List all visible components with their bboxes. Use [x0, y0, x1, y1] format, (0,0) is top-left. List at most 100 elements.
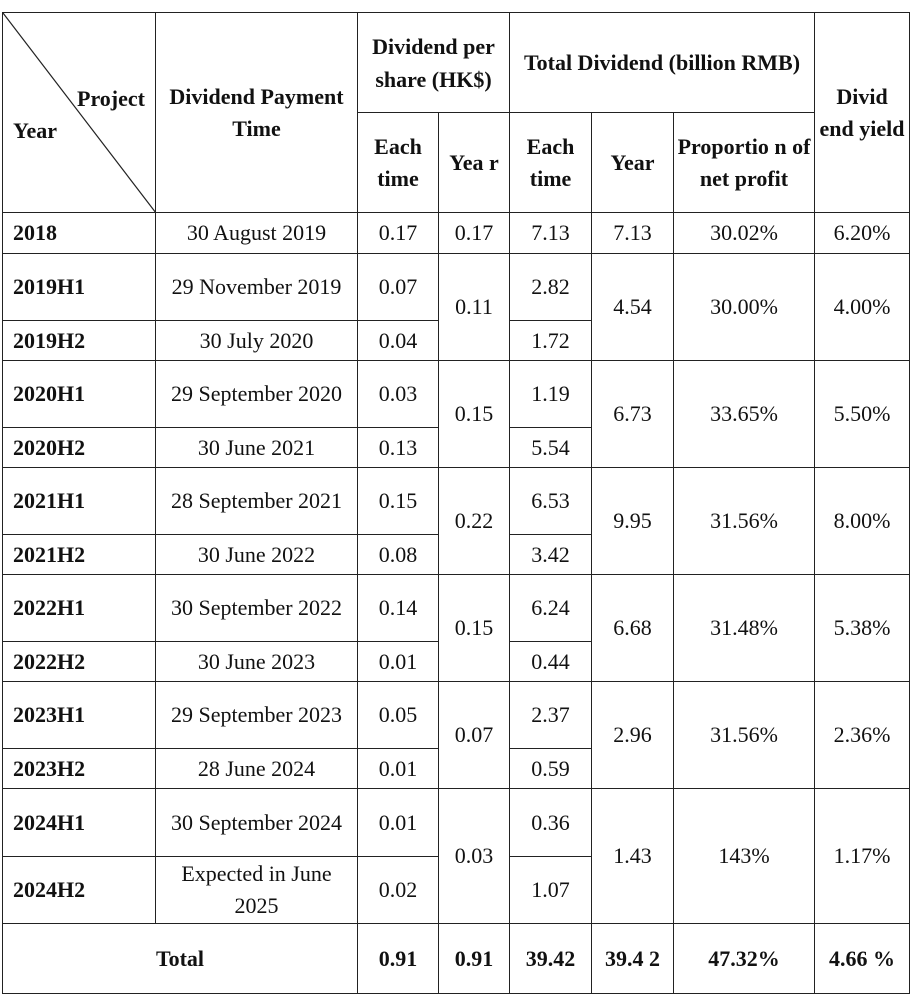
dividend-table-container: Project Year Dividend Payment Time Divid…: [2, 12, 911, 994]
table-row: 2024H1 30 September 2024 0.01 0.03 0.36 …: [2, 788, 911, 924]
dps-year-header: Yea r: [437, 112, 511, 213]
table-row: 2024H2 Expected in June 2025 0.02 1.07: [2, 856, 910, 924]
dps-year-cell: 0.15: [437, 574, 511, 682]
header-row-1: Project Year Dividend Payment Time Divid…: [2, 12, 911, 213]
table-row: 2019H2 30 July 2020 0.04 1.72: [2, 320, 910, 361]
total-dividend-header: Total Dividend (billion RMB): [509, 12, 816, 113]
dps-each-cell: 0.01: [357, 641, 439, 682]
dps-year-cell: 0.11: [437, 253, 511, 361]
total-each-cell: 2.82: [509, 253, 593, 321]
table-row: 2022H2 30 June 2023 0.01 0.44: [2, 641, 910, 682]
proportion-cell: 143%: [673, 788, 816, 924]
dps-each-cell: 0.14: [357, 574, 439, 642]
table-row: 2019H1 29 November 2019 0.07 0.11 2.82 4…: [2, 253, 911, 361]
yield-cell: 5.38%: [814, 574, 911, 682]
dps-each-cell: 0.05: [357, 681, 439, 749]
table-row: 2021H2 30 June 2022 0.08 3.42: [2, 534, 910, 575]
yield-cell: 5.50%: [814, 360, 911, 468]
table-row: 2023H2 28 June 2024 0.01 0.59: [2, 748, 910, 789]
dps-year-cell: 0.07: [437, 681, 511, 789]
payment-time-cell: 30 August 2019: [155, 212, 358, 254]
period-cell: 2018: [2, 212, 156, 254]
total-dps-year-cell: 0.91: [437, 923, 511, 994]
proportion-header: Proportio n of net profit: [673, 112, 816, 213]
proportion-cell: 31.48%: [673, 574, 816, 682]
total-label-cell: Total: [2, 923, 358, 994]
total-each-cell: 5.54: [509, 427, 593, 468]
total-proportion-cell: 47.32%: [673, 923, 816, 994]
total-each-cell: 6.53: [509, 467, 593, 535]
total-each-cell: 7.13: [509, 212, 593, 254]
total-year-cell: 1.43: [591, 788, 675, 924]
proportion-cell: 31.56%: [673, 467, 816, 575]
dps-each-cell: 0.03: [357, 360, 439, 428]
total-total-each-cell: 39.42: [509, 923, 593, 994]
total-each-cell: 0.36: [509, 788, 593, 857]
table-row: 2020H1 29 September 2020 0.03 0.15 1.19 …: [2, 360, 911, 468]
payment-time-cell: 30 September 2022: [155, 574, 358, 642]
dps-each-time-header: Each time: [357, 112, 439, 213]
period-cell: 2019H1: [2, 253, 156, 321]
total-year-cell: 4.54: [591, 253, 675, 361]
total-each-cell: 3.42: [509, 534, 593, 575]
total-each-time-header: Each time: [509, 112, 593, 213]
payment-time-cell: 30 June 2023: [155, 641, 358, 682]
payment-time-cell: 30 July 2020: [155, 320, 358, 361]
header-row-2: Each time Yea r Each time Year Proportio…: [3, 112, 910, 213]
dps-each-cell: 0.08: [357, 534, 439, 575]
total-each-cell: 2.37: [509, 681, 593, 749]
payment-time-cell: Expected in June 2025: [155, 856, 358, 924]
payment-time-cell: 28 September 2021: [155, 467, 358, 535]
total-year-header: Year: [591, 112, 675, 213]
total-total-year-cell: 39.4 2: [591, 923, 675, 994]
dps-year-cell: 0.17: [437, 212, 511, 254]
project-label: Project: [77, 86, 145, 111]
payment-time-cell: 28 June 2024: [155, 748, 358, 789]
yield-cell: 1.17%: [814, 788, 911, 924]
dps-year-cell: 0.15: [437, 360, 511, 468]
total-each-cell: 1.72: [509, 320, 593, 361]
dps-each-cell: 0.01: [357, 788, 439, 857]
dps-year-cell: 0.03: [437, 788, 511, 924]
yield-cell: 4.00%: [814, 253, 911, 361]
total-row: Total 0.91 0.91 39.42 39.4 2 47.32% 4.66…: [2, 923, 911, 994]
corner-header-cell: Project Year: [2, 12, 156, 213]
period-cell: 2020H2: [2, 427, 156, 468]
year-label: Year: [13, 118, 57, 143]
total-each-cell: 0.44: [509, 641, 593, 682]
dps-year-cell: 0.22: [437, 467, 511, 575]
dps-each-cell: 0.04: [357, 320, 439, 361]
table-row: 2021H1 28 September 2021 0.15 0.22 6.53 …: [2, 467, 911, 575]
dps-each-cell: 0.15: [357, 467, 439, 535]
period-cell: 2023H2: [2, 748, 156, 789]
payment-time-cell: 29 September 2020: [155, 360, 358, 428]
proportion-cell: 31.56%: [673, 681, 816, 789]
dps-each-cell: 0.02: [357, 856, 439, 924]
total-each-cell: 0.59: [509, 748, 593, 789]
dps-each-cell: 0.17: [357, 212, 439, 254]
dps-header: Dividend per share (HK$): [356, 12, 511, 113]
dps-each-cell: 0.13: [357, 427, 439, 468]
payment-time-cell: 29 September 2023: [155, 681, 358, 749]
payment-time-cell: 29 November 2019: [155, 253, 358, 321]
diagonal-divider: [3, 13, 156, 213]
table-row: 2018 30 August 2019 0.17 0.17 7.13 7.13 …: [2, 212, 911, 254]
payment-time-header: Dividend Payment Time: [155, 12, 358, 213]
period-cell: 2019H2: [2, 320, 156, 361]
period-cell: 2020H1: [2, 360, 156, 428]
total-dps-each-cell: 0.91: [357, 923, 439, 994]
payment-time-cell: 30 June 2022: [155, 534, 358, 575]
table-row: 2023H1 29 September 2023 0.05 0.07 2.37 …: [2, 681, 911, 789]
table-row: 2022H1 30 September 2022 0.14 0.15 6.24 …: [2, 574, 911, 682]
period-cell: 2021H1: [2, 467, 156, 535]
dps-each-cell: 0.01: [357, 748, 439, 789]
total-year-cell: 7.13: [591, 212, 675, 254]
total-year-cell: 2.96: [591, 681, 675, 789]
payment-time-cell: 30 September 2024: [155, 788, 358, 857]
yield-cell: 6.20%: [814, 212, 911, 254]
proportion-cell: 30.02%: [673, 212, 816, 254]
period-cell: 2024H1: [2, 788, 156, 857]
proportion-cell: 30.00%: [673, 253, 816, 361]
dividend-table: Project Year Dividend Payment Time Divid…: [2, 12, 911, 994]
proportion-cell: 33.65%: [673, 360, 816, 468]
